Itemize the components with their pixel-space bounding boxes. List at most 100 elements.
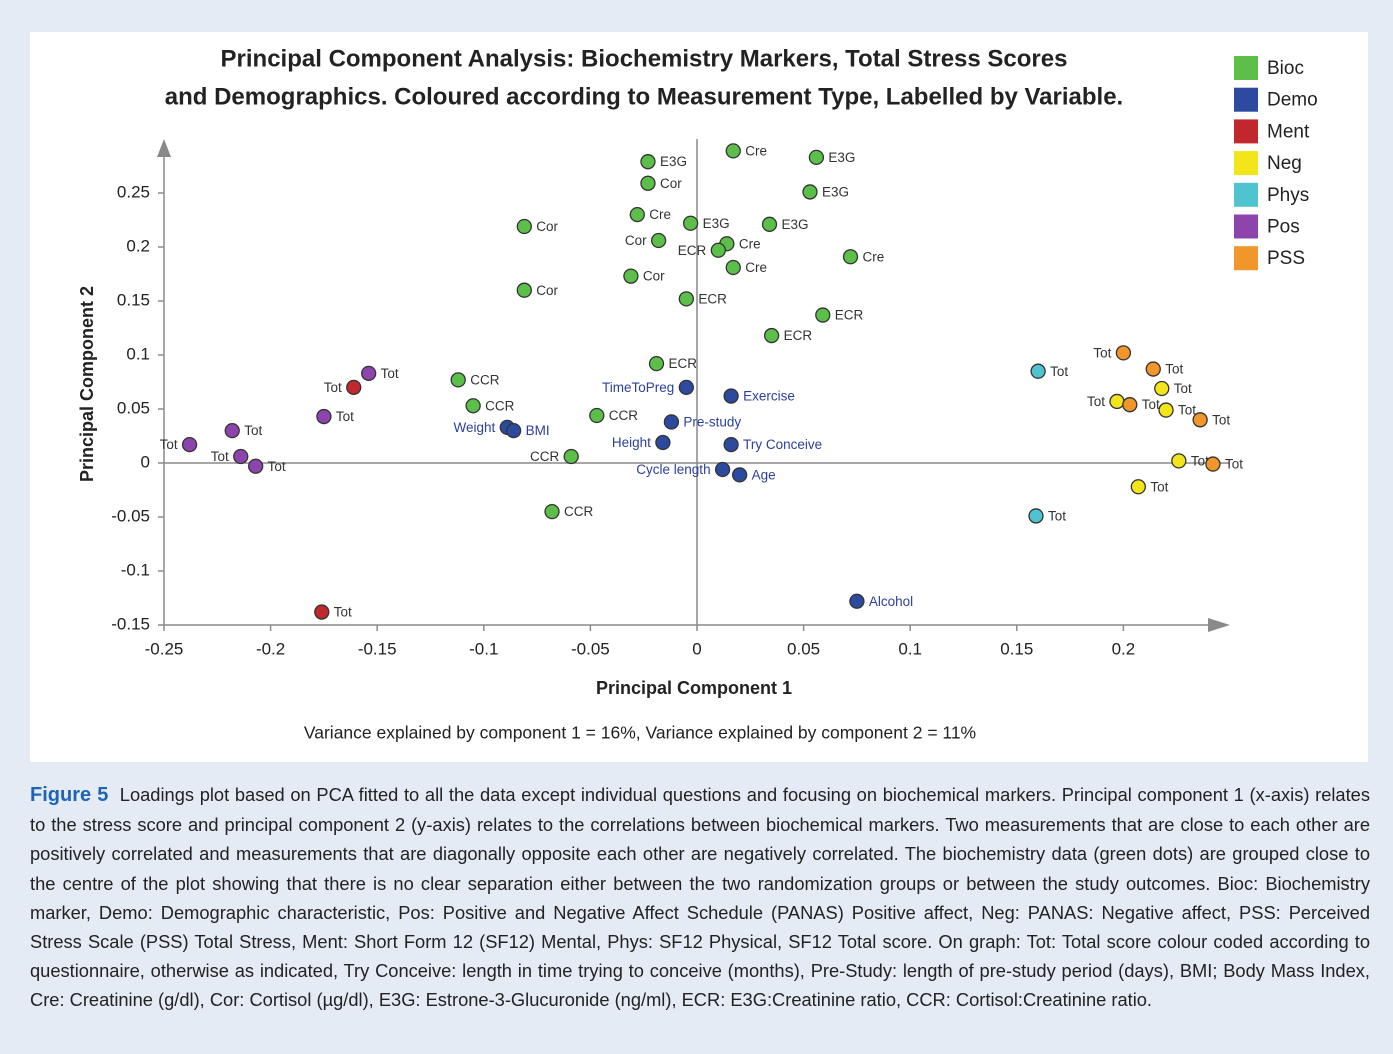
y-tick-label: 0.1 <box>126 344 150 363</box>
point <box>655 434 671 451</box>
legend-swatch <box>1234 56 1258 80</box>
point-label: E3G <box>822 184 849 199</box>
point <box>361 365 377 382</box>
point <box>505 422 522 439</box>
point-label: Tot <box>1191 453 1209 468</box>
x-tick-label: 0.2 <box>1112 639 1136 658</box>
point <box>1171 453 1187 469</box>
point-label: Tot <box>1178 403 1196 418</box>
x-tick-label: 0 <box>692 639 701 658</box>
point-label: Cor <box>643 269 665 284</box>
point-label: Cre <box>863 249 885 264</box>
point-label: Cre <box>649 207 671 222</box>
point <box>248 458 264 474</box>
point-label: Cycle length <box>636 462 710 477</box>
point-label: Exercise <box>743 389 795 404</box>
point <box>640 175 656 191</box>
point <box>723 436 739 453</box>
axis-arrow <box>1208 618 1230 632</box>
point-label: Tot <box>324 380 342 395</box>
legend-swatch <box>1234 182 1258 207</box>
point-label: E3G <box>660 154 687 169</box>
point-label: Tot <box>1048 508 1066 523</box>
point-label: ECR <box>698 291 727 306</box>
caption: Figure 5 Loadings plot based on PCA fitt… <box>30 780 1370 1015</box>
point <box>815 307 831 323</box>
y-tick-label: 0.15 <box>117 290 150 309</box>
point-label: Cre <box>739 236 761 251</box>
point <box>563 448 579 465</box>
point-label: Tot <box>1212 412 1230 427</box>
point <box>1145 361 1161 377</box>
legend-swatch <box>1234 246 1258 271</box>
point <box>629 206 645 223</box>
point <box>714 461 731 478</box>
point-label: Tot <box>1087 394 1105 409</box>
point-label: Try Conceive <box>743 437 822 452</box>
x-tick-label: 0.05 <box>787 639 820 658</box>
point-label: Tot <box>160 437 178 452</box>
point <box>650 232 667 249</box>
y-tick-label: 0.2 <box>126 236 150 255</box>
point <box>1205 456 1221 472</box>
point-label: CCR <box>470 372 499 387</box>
point-label: Alcohol <box>869 594 913 609</box>
point-label: Tot <box>1050 364 1068 379</box>
point-label: CCR <box>609 408 638 423</box>
legend-label: Demo <box>1267 90 1318 111</box>
point <box>516 218 532 235</box>
point <box>346 379 362 396</box>
point <box>725 259 741 276</box>
point <box>224 422 240 439</box>
point-label: ECR <box>668 356 697 371</box>
point-label: E3G <box>703 216 730 231</box>
annotation: Variance explained by component 1 = 16%,… <box>304 723 976 743</box>
point <box>450 372 466 388</box>
point-label: CCR <box>564 504 593 519</box>
point-label: Tot <box>244 423 262 438</box>
point <box>1115 345 1132 361</box>
point-label: ECR <box>784 328 813 343</box>
legend-label: Phys <box>1267 185 1309 206</box>
point <box>723 388 739 404</box>
y-tick-label: -0.15 <box>111 614 150 633</box>
point <box>808 149 825 166</box>
point <box>1192 412 1208 428</box>
legend-swatch <box>1234 214 1258 239</box>
point-label: Pre-study <box>683 415 741 430</box>
chart-title: Principal Component Analysis: Biochemist… <box>221 45 1068 72</box>
point-label: Tot <box>268 459 286 474</box>
x-tick-label: 0.1 <box>898 639 922 658</box>
point <box>1030 363 1046 379</box>
legend-label: Pos <box>1267 217 1300 238</box>
legend-label: Ment <box>1267 121 1310 142</box>
point <box>314 604 330 620</box>
y-tick-label: -0.1 <box>121 560 150 579</box>
point-label: Tot <box>1150 479 1168 494</box>
point <box>516 282 532 298</box>
x-tick-label: -0.2 <box>256 639 285 658</box>
y-tick-label: 0.25 <box>117 182 150 201</box>
legend-swatch <box>1234 119 1258 144</box>
x-tick-label: -0.1 <box>469 639 498 658</box>
x-tick-label: -0.25 <box>145 639 184 658</box>
x-axis-label: Principal Component 1 <box>596 678 792 698</box>
point <box>761 216 778 232</box>
legend-swatch <box>1234 87 1258 112</box>
point <box>589 407 605 424</box>
point <box>682 215 699 231</box>
point <box>1028 508 1044 524</box>
point <box>763 327 780 344</box>
point <box>623 268 639 284</box>
point <box>663 414 680 430</box>
point <box>802 184 818 200</box>
point <box>640 154 656 170</box>
point <box>181 436 198 453</box>
chart-title: and Demographics. Coloured according to … <box>165 83 1123 110</box>
point-label: CCR <box>485 398 514 413</box>
point-label: Weight <box>453 420 495 435</box>
legend-label: Bioc <box>1267 58 1304 79</box>
point-label: Cor <box>660 176 682 191</box>
x-tick-label: -0.05 <box>571 639 610 658</box>
